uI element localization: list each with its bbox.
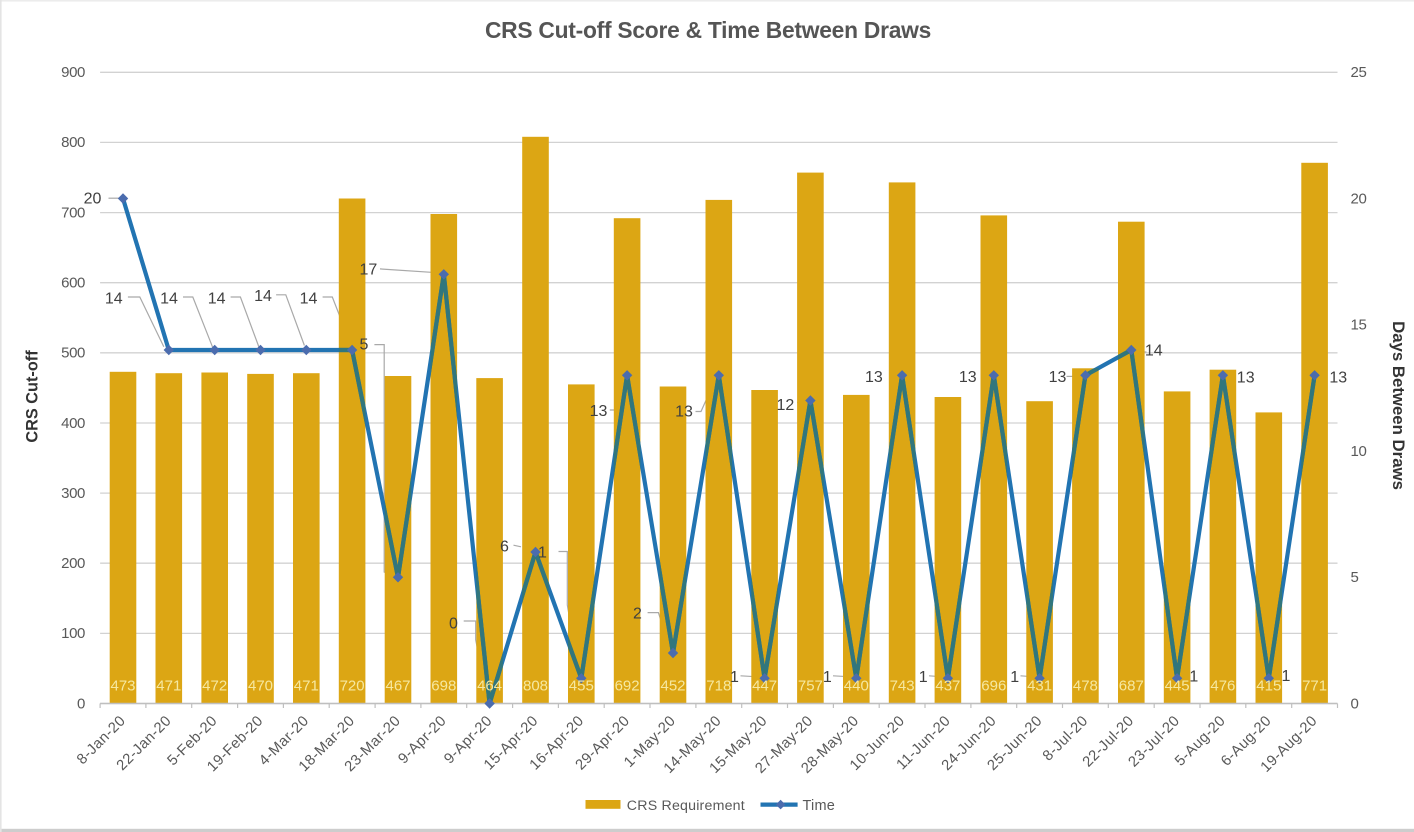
svg-text:698: 698: [431, 678, 456, 695]
svg-text:12: 12: [777, 397, 795, 414]
svg-text:14: 14: [208, 291, 226, 308]
svg-text:718: 718: [706, 678, 731, 695]
svg-text:471: 471: [294, 678, 319, 695]
svg-text:447: 447: [752, 678, 777, 695]
svg-text:1: 1: [1010, 669, 1019, 686]
svg-text:472: 472: [202, 678, 227, 695]
svg-text:13: 13: [865, 369, 883, 386]
svg-text:14: 14: [160, 291, 178, 308]
svg-text:467: 467: [385, 678, 410, 695]
svg-text:CRS Requirement: CRS Requirement: [627, 798, 745, 814]
svg-text:13: 13: [1049, 369, 1067, 386]
svg-text:743: 743: [890, 678, 915, 695]
svg-text:100: 100: [61, 625, 85, 642]
svg-text:20: 20: [84, 191, 102, 208]
svg-text:1: 1: [1189, 669, 1198, 686]
svg-text:900: 900: [61, 64, 85, 81]
svg-text:300: 300: [61, 485, 85, 502]
svg-text:CRS Cut-off: CRS Cut-off: [24, 350, 42, 443]
svg-text:13: 13: [1329, 369, 1347, 386]
svg-text:1: 1: [730, 669, 739, 686]
svg-text:17: 17: [360, 262, 378, 279]
svg-text:808: 808: [523, 678, 548, 695]
svg-text:431: 431: [1027, 678, 1052, 695]
svg-text:600: 600: [61, 275, 85, 292]
svg-text:771: 771: [1302, 678, 1327, 695]
svg-text:10: 10: [1351, 443, 1367, 460]
svg-text:464: 464: [477, 678, 502, 695]
svg-text:13: 13: [1237, 369, 1255, 386]
svg-text:473: 473: [110, 678, 135, 695]
svg-text:20: 20: [1351, 190, 1367, 207]
svg-text:13: 13: [675, 404, 693, 421]
svg-text:800: 800: [61, 134, 85, 151]
svg-text:14: 14: [254, 288, 272, 305]
svg-text:437: 437: [935, 678, 960, 695]
svg-text:478: 478: [1073, 678, 1098, 695]
svg-text:CRS Cut-off Score & Time Betwe: CRS Cut-off Score & Time Between Draws: [485, 17, 931, 43]
svg-text:687: 687: [1119, 678, 1144, 695]
svg-text:471: 471: [156, 678, 181, 695]
svg-text:720: 720: [340, 678, 365, 695]
svg-text:1: 1: [919, 669, 928, 686]
svg-text:700: 700: [61, 204, 85, 221]
svg-text:1: 1: [538, 545, 547, 562]
svg-text:0: 0: [77, 695, 85, 712]
svg-text:Days Between Draws: Days Between Draws: [1389, 321, 1408, 490]
svg-text:13: 13: [959, 369, 977, 386]
svg-text:445: 445: [1165, 678, 1190, 695]
svg-text:1: 1: [823, 669, 832, 686]
svg-text:452: 452: [660, 678, 685, 695]
svg-text:0: 0: [1351, 695, 1359, 712]
svg-text:500: 500: [61, 345, 85, 362]
svg-text:6: 6: [500, 539, 509, 556]
svg-text:692: 692: [615, 678, 640, 695]
svg-text:200: 200: [61, 555, 85, 572]
svg-text:13: 13: [590, 403, 608, 420]
svg-text:440: 440: [844, 678, 869, 695]
svg-text:5: 5: [360, 337, 369, 354]
svg-text:Time: Time: [803, 798, 835, 814]
svg-text:14: 14: [105, 291, 123, 308]
svg-text:1: 1: [1282, 668, 1291, 685]
svg-text:0: 0: [449, 616, 458, 633]
svg-text:476: 476: [1210, 678, 1235, 695]
svg-text:696: 696: [981, 678, 1006, 695]
svg-text:470: 470: [248, 678, 273, 695]
svg-text:14: 14: [300, 291, 318, 308]
svg-text:757: 757: [798, 678, 823, 695]
svg-text:25: 25: [1351, 64, 1367, 81]
svg-text:2: 2: [633, 606, 642, 623]
svg-text:15: 15: [1351, 317, 1367, 334]
svg-text:14: 14: [1145, 343, 1163, 360]
svg-text:400: 400: [61, 415, 85, 432]
svg-text:455: 455: [569, 678, 594, 695]
svg-text:5: 5: [1351, 569, 1359, 586]
svg-text:415: 415: [1256, 678, 1281, 695]
